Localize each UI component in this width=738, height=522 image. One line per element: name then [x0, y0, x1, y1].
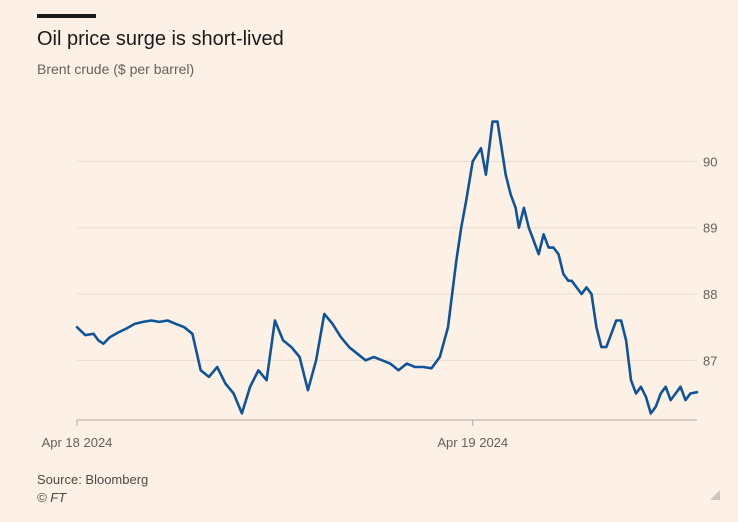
- resize-corner-icon: [710, 490, 720, 500]
- ft-credit: © FT: [37, 490, 67, 505]
- y-tick-label: 90: [703, 154, 717, 169]
- line-chart: 87 88 89 90 Apr 18 2024 Apr 19 2024: [42, 120, 717, 450]
- source-note: Source: Bloomberg: [37, 472, 149, 487]
- series-line-brent: [75, 120, 699, 415]
- y-tick-label: 88: [703, 287, 717, 302]
- y-tick-label: 87: [703, 353, 717, 368]
- y-tick-label: 89: [703, 221, 717, 236]
- chart-title: Oil price surge is short-lived: [37, 28, 284, 50]
- x-tick-label: Apr 19 2024: [437, 435, 508, 450]
- chart-subtitle: Brent crude ($ per barrel): [37, 61, 195, 77]
- x-tick-label: Apr 18 2024: [42, 435, 113, 450]
- header-rule: [37, 14, 96, 18]
